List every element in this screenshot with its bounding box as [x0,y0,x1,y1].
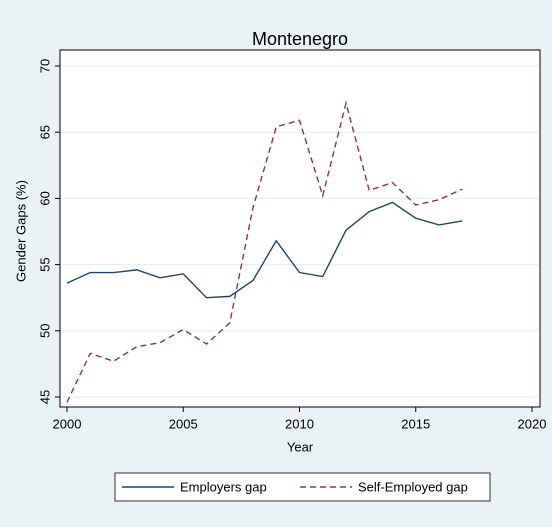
legend-label: Employers gap [180,479,267,494]
x-axis-label: Year [287,439,314,454]
x-tick-label: 2005 [169,416,198,431]
x-tick-label: 2010 [285,416,314,431]
y-tick-label: 55 [37,257,52,271]
plot-area [59,49,541,408]
y-tick-label: 50 [37,324,52,338]
y-tick-label: 70 [37,59,52,73]
x-tick-label: 2020 [518,416,547,431]
chart-title: Montenegro [252,29,348,49]
series-line [66,201,463,299]
series-line [66,100,463,403]
x-tick-label: 2000 [53,416,82,431]
legend-label: Self-Employed gap [358,479,468,494]
y-tick-label: 45 [37,390,52,404]
y-tick-label: 60 [37,191,52,205]
x-tick-label: 2015 [401,416,430,431]
y-axis-label: Gender Gaps (%) [13,180,28,282]
y-tick-label: 65 [37,125,52,139]
